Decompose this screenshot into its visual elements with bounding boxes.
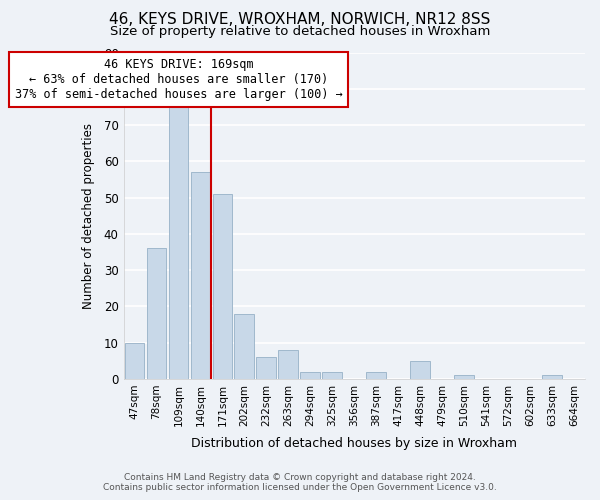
Bar	[212, 194, 232, 379]
Text: 46 KEYS DRIVE: 169sqm
← 63% of detached houses are smaller (170)
37% of semi-det: 46 KEYS DRIVE: 169sqm ← 63% of detached …	[14, 58, 343, 101]
Bar	[367, 372, 386, 379]
Bar	[191, 172, 211, 379]
Bar	[169, 107, 188, 379]
Y-axis label: Number of detached properties: Number of detached properties	[82, 122, 95, 308]
Bar	[125, 342, 145, 379]
X-axis label: Distribution of detached houses by size in Wroxham: Distribution of detached houses by size …	[191, 437, 517, 450]
Bar	[256, 357, 276, 379]
Text: Size of property relative to detached houses in Wroxham: Size of property relative to detached ho…	[110, 25, 490, 38]
Bar	[410, 361, 430, 379]
Text: Contains HM Land Registry data © Crown copyright and database right 2024.
Contai: Contains HM Land Registry data © Crown c…	[103, 473, 497, 492]
Bar	[146, 248, 166, 379]
Text: 46, KEYS DRIVE, WROXHAM, NORWICH, NR12 8SS: 46, KEYS DRIVE, WROXHAM, NORWICH, NR12 8…	[109, 12, 491, 28]
Bar	[322, 372, 342, 379]
Bar	[301, 372, 320, 379]
Bar	[542, 376, 562, 379]
Bar	[235, 314, 254, 379]
Bar	[278, 350, 298, 379]
Bar	[454, 376, 474, 379]
